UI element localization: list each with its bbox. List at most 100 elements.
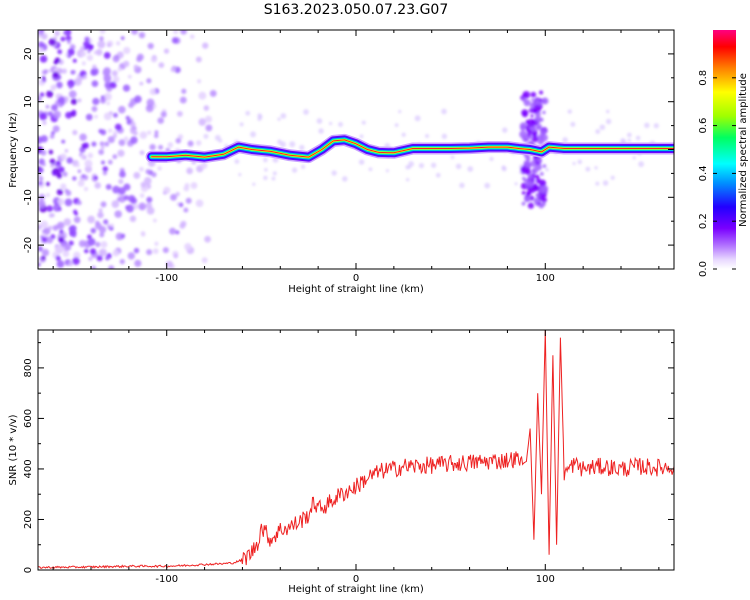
noise-blob [68, 90, 77, 99]
noise-blob [48, 149, 54, 155]
burst-blob [531, 183, 538, 191]
noise-blob [56, 172, 63, 179]
noise-blob [91, 105, 98, 112]
noise-blob [87, 238, 96, 246]
noise-blob [638, 161, 645, 168]
noise-blob [40, 135, 48, 143]
noise-blob [114, 123, 122, 131]
noise-blob [185, 197, 192, 204]
burst-blob [521, 134, 530, 142]
noise-blob [154, 130, 159, 135]
noise-blob [408, 161, 414, 167]
noise-blob [87, 44, 94, 51]
noise-blob [38, 95, 42, 102]
noise-blob [147, 42, 154, 50]
burst-blob [530, 91, 537, 98]
noise-blob [594, 166, 598, 170]
noise-blob [153, 133, 159, 139]
noise-blob [106, 101, 110, 106]
noise-blob [118, 178, 124, 185]
noise-blob [167, 142, 174, 148]
noise-blob [52, 225, 59, 231]
noise-blob [54, 244, 63, 253]
noise-blob [45, 104, 50, 109]
noise-blob [123, 46, 131, 55]
noise-blob [102, 166, 109, 172]
noise-blob [82, 74, 87, 80]
y-tick-label: 10 [23, 95, 34, 108]
noise-blob [139, 131, 148, 140]
noise-blob [187, 140, 194, 147]
snr-x-axis-label: Height of straight line (km) [288, 584, 424, 595]
noise-blob [514, 182, 518, 186]
noise-blob [138, 31, 146, 39]
noise-blob [100, 241, 108, 248]
noise-blob [120, 36, 125, 40]
noise-blob [88, 256, 93, 262]
noise-blob [107, 159, 113, 165]
noise-blob [68, 261, 74, 267]
noise-blob [105, 183, 112, 190]
noise-blob [64, 188, 69, 193]
noise-blob [52, 71, 59, 79]
noise-blob [138, 166, 144, 172]
noise-blob [83, 142, 90, 149]
noise-blob [467, 166, 474, 172]
noise-blob [68, 85, 73, 89]
burst-blob [539, 129, 546, 136]
burst-blob [523, 159, 531, 167]
noise-blob [181, 88, 187, 94]
noise-blob [602, 180, 609, 186]
noise-blob [150, 56, 158, 63]
y-tick-label: 200 [23, 510, 34, 529]
noise-blob [132, 203, 139, 210]
noise-blob [86, 54, 94, 61]
noise-blob [136, 56, 142, 63]
noise-blob [67, 54, 72, 59]
noise-blob [62, 171, 68, 177]
noise-blob [112, 249, 120, 257]
noise-blob [134, 259, 142, 267]
noise-blob [89, 248, 97, 255]
noise-blob [96, 255, 103, 262]
noise-blob [81, 174, 86, 178]
noise-blob [53, 110, 61, 119]
noise-blob [157, 166, 162, 171]
noise-blob [146, 78, 152, 84]
chart-title: S163.2023.050.07.23.G07 [264, 2, 449, 18]
burst-blob [523, 93, 527, 97]
noise-blob [195, 56, 202, 63]
burst-blob [532, 133, 538, 138]
noise-blob [63, 30, 68, 36]
noise-blob [157, 117, 164, 124]
noise-blob [66, 39, 72, 45]
noise-blob [173, 30, 179, 35]
noise-blob [627, 132, 632, 138]
noise-blob [90, 227, 97, 234]
noise-blob [414, 115, 421, 122]
noise-blob [123, 136, 129, 142]
noise-blob [45, 181, 50, 187]
noise-blob [68, 240, 74, 246]
burst-blob [521, 109, 529, 117]
noise-blob [430, 162, 437, 168]
noise-blob [130, 136, 138, 144]
noise-blob [67, 48, 75, 56]
noise-blob [160, 111, 167, 118]
snr-frame [37, 329, 675, 571]
noise-blob [203, 105, 210, 111]
noise-blob [489, 156, 494, 161]
noise-blob [257, 116, 262, 121]
noise-blob [198, 91, 207, 100]
burst-blob [531, 167, 538, 174]
noise-blob [50, 131, 55, 136]
noise-blob [75, 162, 80, 168]
noise-blob [72, 58, 77, 63]
noise-blob [405, 177, 410, 182]
noise-blob [72, 70, 76, 74]
burst-blob [541, 97, 549, 105]
noise-blob [112, 133, 117, 139]
x-tick-label: -100 [155, 273, 178, 284]
noise-blob [58, 236, 64, 243]
burst-blob [526, 157, 531, 161]
